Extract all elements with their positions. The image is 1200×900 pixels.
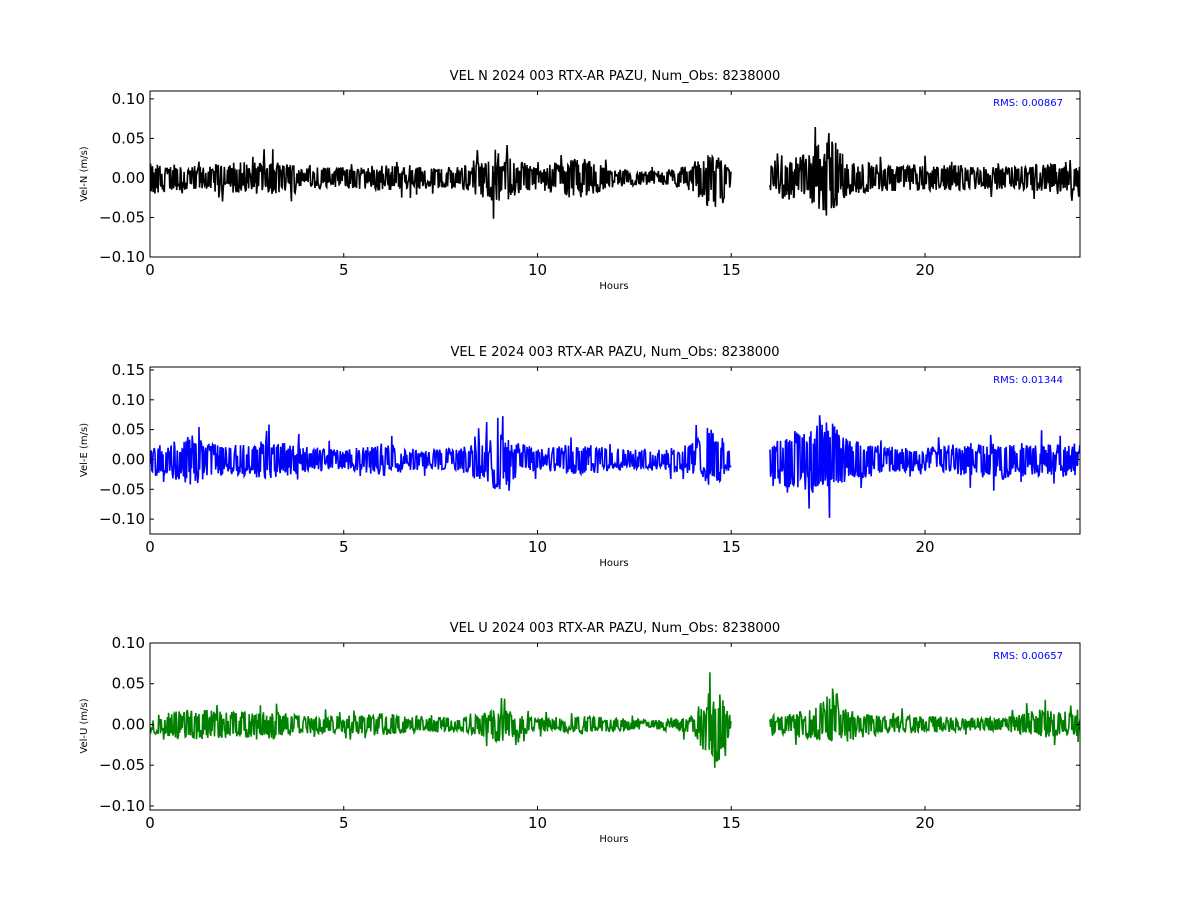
plot-area: 0 5 10 15 20 −0.10 −0.05 0.00 0.05 0.10 xyxy=(99,634,1081,832)
panel-title: VEL E 2024 003 RTX-AR PAZU, Num_Obs: 823… xyxy=(450,345,779,360)
rms-annotation: RMS: 0.00657 xyxy=(993,651,1063,662)
x-tick-label: 0 xyxy=(145,538,155,556)
rms-annotation: RMS: 0.00867 xyxy=(993,98,1063,109)
axes-frame xyxy=(149,366,1081,535)
y-tick-label: −0.10 xyxy=(99,248,145,266)
x-tick-label: 5 xyxy=(339,538,349,556)
x-tick-label: 0 xyxy=(145,814,155,832)
x-axis-label: Hours xyxy=(599,834,628,845)
y-tick-label: 0.10 xyxy=(112,391,145,409)
y-tick-label: 0.10 xyxy=(112,634,145,652)
y-axis-label: Vel-E (m/s) xyxy=(79,423,90,477)
panel-title: VEL N 2024 003 RTX-AR PAZU, Num_Obs: 823… xyxy=(450,69,781,84)
x-tick-label: 5 xyxy=(339,261,349,279)
plot-area: 0 5 10 15 20 −0.10 −0.05 0.00 0.05 0.10 0.15 xyxy=(99,361,1081,556)
panel-vel-u: VEL U 2024 003 RTX-AR PAZU, Num_Obs: 823… xyxy=(79,621,1081,845)
x-tick-label: 15 xyxy=(722,261,741,279)
x-tick-label: 20 xyxy=(915,814,934,832)
y-tick-label: −0.05 xyxy=(99,756,145,774)
y-tick-label: 0.15 xyxy=(112,361,145,379)
y-tick-label: 0.05 xyxy=(112,675,145,693)
y-tick-label: 0.00 xyxy=(112,715,145,733)
axes-frame xyxy=(149,90,1081,258)
y-axis-label: Vel-U (m/s) xyxy=(79,698,90,753)
y-tick-label: 0.00 xyxy=(112,169,145,187)
panel-vel-n: VEL N 2024 003 RTX-AR PAZU, Num_Obs: 823… xyxy=(79,69,1081,292)
y-axis-label: Vel-N (m/s) xyxy=(79,146,90,201)
panel-vel-e: VEL E 2024 003 RTX-AR PAZU, Num_Obs: 823… xyxy=(79,345,1081,569)
series-trace xyxy=(150,415,1080,518)
y-tick-label: −0.10 xyxy=(99,510,145,528)
x-tick-label: 10 xyxy=(528,814,547,832)
x-axis-label: Hours xyxy=(599,281,628,292)
y-tick-label: 0.00 xyxy=(112,450,145,468)
x-tick-label: 10 xyxy=(528,538,547,556)
y-tick-label: 0.05 xyxy=(112,421,145,439)
x-tick-label: 20 xyxy=(915,261,934,279)
series-trace xyxy=(150,126,1080,219)
x-tick-label: 5 xyxy=(339,814,349,832)
y-tick-label: −0.10 xyxy=(99,797,145,815)
x-tick-label: 15 xyxy=(722,814,741,832)
y-tick-label: 0.05 xyxy=(112,129,145,147)
x-tick-label: 20 xyxy=(915,538,934,556)
y-tick-label: −0.05 xyxy=(99,208,145,226)
axes-frame xyxy=(149,642,1081,811)
x-tick-label: 0 xyxy=(145,261,155,279)
y-tick-label: 0.10 xyxy=(112,90,145,108)
series-trace xyxy=(150,672,1080,768)
plot-area: 0 5 10 15 20 −0.10 −0.05 0.00 0.05 0.10 xyxy=(99,90,1081,279)
panel-title: VEL U 2024 003 RTX-AR PAZU, Num_Obs: 823… xyxy=(450,621,780,636)
x-tick-label: 10 xyxy=(528,261,547,279)
rms-annotation: RMS: 0.01344 xyxy=(993,375,1063,386)
x-tick-label: 15 xyxy=(722,538,741,556)
y-tick-label: −0.05 xyxy=(99,480,145,498)
x-axis-label: Hours xyxy=(599,558,628,569)
